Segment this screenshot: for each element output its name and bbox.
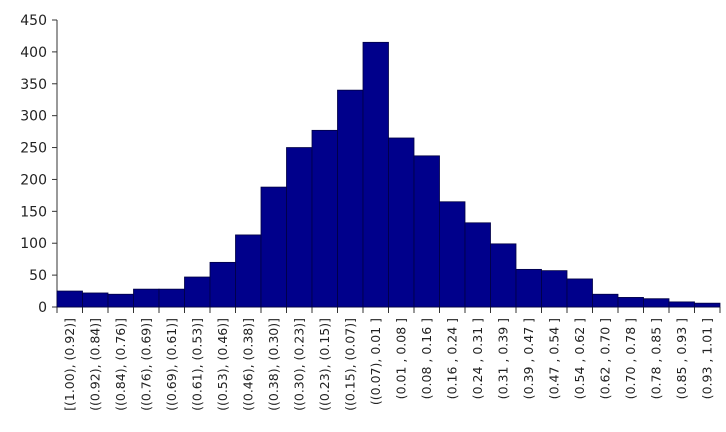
y-tick-label: 250: [20, 141, 47, 157]
bar: [260, 186, 287, 308]
x-tick-label: (0.31 , 0.39 ]: [495, 318, 510, 399]
x-tick-label: (0.54 , 0.62 ]: [572, 318, 587, 399]
bar: [515, 268, 542, 308]
bar: [592, 293, 619, 308]
bar: [286, 147, 313, 308]
bar: [82, 292, 109, 308]
x-tick-label: (0.85 , 0.93 ]: [674, 318, 689, 399]
bar: [668, 301, 695, 308]
bar: [541, 270, 568, 308]
x-tick-label: (0.08 , 0.16 ]: [419, 318, 434, 399]
x-tick-label: ((0.30), (0.23)]: [291, 318, 306, 411]
x-tick-label: ((0.23), (0.15)]: [317, 318, 332, 411]
x-tick-label: ((0.15), (0.07)]: [342, 318, 357, 411]
bar: [643, 298, 670, 308]
x-tick-label: ((0.84), (0.76)]: [113, 318, 128, 411]
y-tick-label: 200: [20, 172, 47, 188]
x-tick-label: (0.39 , 0.47 ]: [521, 318, 536, 399]
x-tick-label: [(1.00), (0.92)]: [62, 318, 77, 411]
bar: [617, 297, 644, 308]
x-tick-label: (0.93 , 1.01 ]: [699, 318, 714, 399]
x-tick-label: ((0.53), (0.46)]: [215, 318, 230, 411]
bar: [464, 222, 491, 308]
y-tick-label: 100: [20, 236, 47, 252]
x-tick-label: (0.70 , 0.78 ]: [623, 318, 638, 399]
bar: [209, 261, 236, 308]
bar: [490, 243, 517, 308]
x-tick-label: ((0.07), 0.01 ]: [368, 318, 383, 405]
y-tick-label: 450: [20, 13, 47, 29]
y-tick-label: 0: [38, 300, 47, 316]
x-tick-label: ((0.38), (0.30)]: [266, 318, 281, 411]
x-tick-label: ((0.61), (0.53)]: [189, 318, 204, 411]
y-tick-label: 400: [20, 45, 47, 61]
bar: [158, 288, 185, 308]
x-tick-label: (0.78 , 0.85 ]: [648, 318, 663, 399]
bar: [133, 288, 160, 308]
x-tick-label: ((0.76), (0.69)]: [138, 318, 153, 411]
x-tick-label: (0.16 , 0.24 ]: [444, 318, 459, 399]
x-tick-label: (0.24 , 0.31 ]: [470, 318, 485, 399]
x-tick-label: ((0.69), (0.61)]: [164, 318, 179, 411]
bar: [184, 276, 211, 308]
x-tick-label: (0.62 , 0.70 ]: [597, 318, 612, 399]
bar: [388, 137, 415, 308]
x-tick-label: (0.47 , 0.54 ]: [546, 318, 561, 399]
x-tick-label: ((0.92), (0.84)]: [87, 318, 102, 411]
y-tick-label: 300: [20, 109, 47, 125]
bar: [362, 41, 389, 308]
x-tick-label: ((0.46), (0.38)]: [240, 318, 255, 411]
bar: [694, 302, 721, 308]
bar: [235, 234, 262, 308]
bar: [439, 201, 466, 308]
y-tick-label: 50: [29, 268, 47, 284]
x-tick-label: (0.01 , 0.08 ]: [393, 318, 408, 399]
bar: [413, 155, 440, 308]
y-tick-label: 150: [20, 204, 47, 220]
bar: [566, 278, 593, 308]
bar: [337, 89, 364, 308]
bar: [56, 290, 83, 308]
y-tick-label: 350: [20, 77, 47, 93]
bar: [311, 129, 338, 308]
bar: [107, 293, 134, 308]
